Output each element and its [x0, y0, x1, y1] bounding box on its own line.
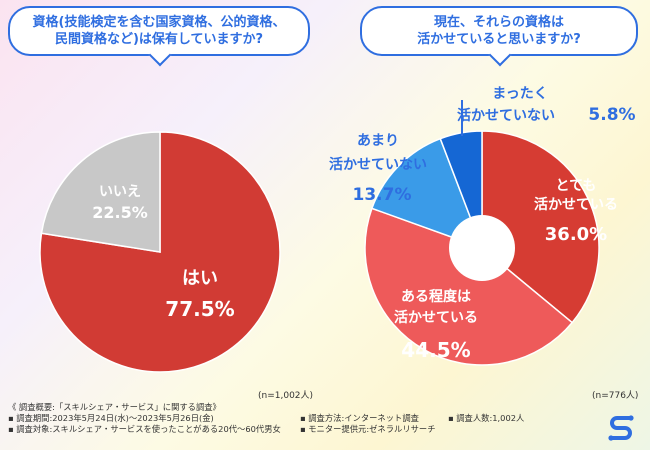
pie2-label-somewhat-2: 活かせている [394, 309, 478, 326]
overview-title: 《 調査概要:「スキルシェア・サービス」に関する調査》 [8, 402, 221, 412]
pie1-label-no: いいえ [99, 184, 141, 200]
pie2-label-notmuch-1: あまり [357, 133, 399, 149]
pie2-label-notatall-2: 活かせていない [457, 107, 555, 124]
pie2-value-notmuch: 13.7% [353, 185, 412, 205]
pie2-label-notmuch-2: 活かせていない [329, 156, 427, 173]
pie2-value-very: 36.0% [545, 224, 607, 245]
pie2-value-somewhat: 44.5% [401, 338, 470, 362]
pie2-slice-1 [364, 207, 574, 366]
pie1-value-yes: 77.5% [165, 297, 234, 321]
right-question-bubble: 現在、それらの資格は 活かせていると思いますか? [360, 6, 638, 67]
pie1-value-no: 22.5% [92, 203, 148, 222]
left-question-text: 資格(技能検定を含む国家資格、公的資格、 民間資格など)は保有していますか? [32, 15, 286, 47]
survey-method: ▪ 調査方法:インターネット調査 [300, 413, 419, 423]
pie1-slice-1 [40, 131, 161, 253]
pie2-slice-2 [370, 137, 484, 250]
pie2-label-notatall-1: まったく [492, 86, 547, 102]
pie2-slice-0 [481, 130, 600, 324]
pie2-hole [449, 215, 515, 281]
pie2-label-very-2: 活かせている [534, 196, 618, 213]
pie2-label-very-1: とても [556, 178, 597, 194]
pie2-value-notatall: 5.8% [588, 105, 635, 125]
company-logo-icon [608, 415, 634, 441]
survey-overview: 《 調査概要:「スキルシェア・サービス」に関する調査》 ▪ 調査期間:2023年… [8, 402, 608, 435]
survey-target: ▪ 調査対象:スキルシェア・サービスを使ったことがある20代〜60代男女 [8, 424, 281, 434]
left-question-bubble: 資格(技能検定を含む国家資格、公的資格、 民間資格など)は保有していますか? [8, 6, 310, 67]
survey-period: ▪ 調査期間:2023年5月24日(水)〜2023年5月26日(金) [8, 413, 214, 423]
monitor-provider: ▪ モニター提供元:ゼネラルリサーチ [300, 424, 436, 434]
pie1-label-yes: はい [182, 268, 218, 289]
right-sample-size: (n=776人) [592, 391, 639, 401]
right-question-text: 現在、それらの資格は 活かせていると思いますか? [417, 15, 581, 47]
pie2-label-somewhat-1: ある程度は [401, 288, 471, 305]
left-sample-size: (n=1,002人) [258, 391, 314, 401]
survey-people: ▪ 調査人数:1,002人 [448, 413, 525, 423]
